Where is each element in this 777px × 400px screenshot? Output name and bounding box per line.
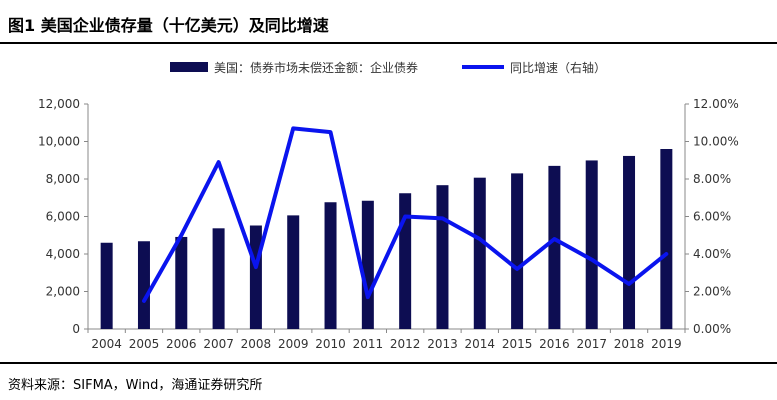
x-tick-label: 2010 [315, 337, 346, 351]
bar-2018 [623, 155, 636, 329]
right-tick-label: 10.00% [693, 135, 739, 149]
x-tick-label: 2011 [353, 337, 384, 351]
x-tick-label: 2015 [502, 337, 533, 351]
left-tick-label: 6,000 [46, 210, 80, 224]
bar-2015 [511, 173, 524, 329]
bar-2019 [660, 149, 673, 329]
x-tick-label: 2013 [427, 337, 458, 351]
right-tick-label: 0.00% [693, 322, 731, 336]
bar-2012 [399, 193, 412, 329]
left-tick-label: 0 [72, 322, 80, 336]
bar-2016 [548, 165, 561, 329]
x-tick-label: 2008 [241, 337, 272, 351]
right-tick-label: 12.00% [693, 97, 739, 111]
bar-2004 [100, 242, 113, 329]
bar-2009 [287, 215, 300, 329]
x-tick-label: 2012 [390, 337, 421, 351]
x-tick-label: 2009 [278, 337, 309, 351]
figure-title: 图1 美国企业债存量（十亿美元）及同比增速 [8, 16, 329, 35]
x-tick-label: 2004 [91, 337, 122, 351]
bar-2011 [361, 200, 374, 329]
legend-label-bar: 美国：债券市场未偿还金额：企业债券 [214, 60, 418, 75]
left-tick-label: 2,000 [46, 285, 80, 299]
figure-header: 图1 美国企业债存量（十亿美元）及同比增速 [0, 0, 777, 44]
x-tick-label: 2017 [576, 337, 607, 351]
bar-2007 [212, 228, 225, 329]
x-tick-label: 2016 [539, 337, 570, 351]
x-tick-label: 2014 [465, 337, 496, 351]
source-note: 资料来源：SIFMA，Wind，海通证券研究所 [8, 378, 263, 393]
legend-label-line: 同比增速（右轴） [510, 60, 606, 75]
x-tick-label: 2007 [203, 337, 234, 351]
left-tick-label: 8,000 [46, 172, 80, 186]
bar-2008 [249, 225, 262, 329]
chart-area: 0 2,000 4,000 6,000 8,000 10,000 12,000 0.00% 2.… [0, 48, 777, 360]
left-tick-label: 12,000 [38, 97, 80, 111]
right-tick-label: 8.00% [693, 172, 731, 186]
bar-2013 [436, 185, 449, 329]
figure-footer: 资料来源：SIFMA，Wind，海通证券研究所 [0, 362, 777, 400]
left-tick-label: 4,000 [46, 247, 80, 261]
right-tick-label: 4.00% [693, 247, 731, 261]
right-tick-label: 6.00% [693, 210, 731, 224]
bar-2017 [585, 160, 598, 329]
x-tick-label: 2006 [166, 337, 197, 351]
x-tick-label: 2019 [651, 337, 682, 351]
x-tick-label: 2018 [614, 337, 645, 351]
combo-chart: 0 2,000 4,000 6,000 8,000 10,000 12,000 0.00% 2.… [38, 60, 739, 351]
legend-swatch-bar [170, 62, 208, 72]
bar-2010 [324, 202, 337, 329]
left-tick-label: 10,000 [38, 135, 80, 149]
bar-2006 [175, 236, 188, 329]
x-tick-label: 2005 [129, 337, 160, 351]
bar-2014 [473, 177, 486, 329]
right-tick-label: 2.00% [693, 285, 731, 299]
bar-2005 [137, 241, 150, 329]
